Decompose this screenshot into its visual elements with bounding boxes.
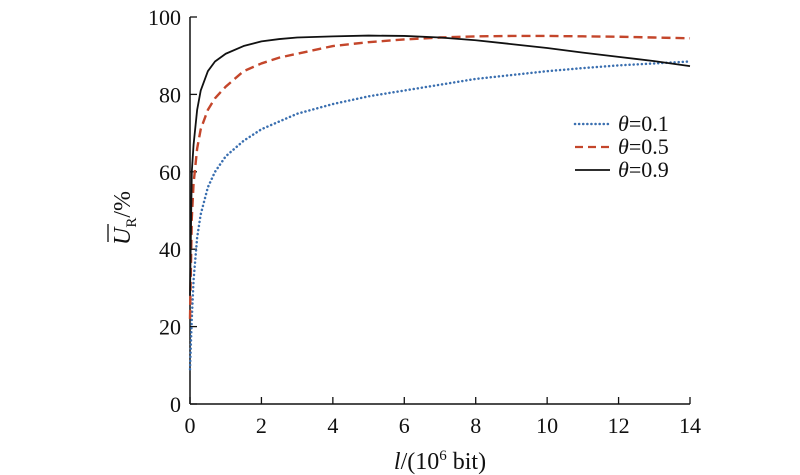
x-tick-label: 12 (608, 413, 630, 438)
y-tick-label: 20 (159, 315, 181, 340)
x-tick-label: 2 (256, 413, 267, 438)
y-tick-label: 0 (170, 392, 181, 417)
y-tick-label: 100 (148, 5, 181, 30)
legend-item-theta-0.1: θ=0.1 (573, 111, 669, 136)
legend: θ=0.1 θ=0.5 θ=0.9 (573, 111, 669, 182)
x-tick-label: 8 (470, 413, 481, 438)
legend-label-theta-0.1: θ=0.1 (618, 111, 669, 136)
series-line-1 (188, 60, 692, 371)
y-axis: 0 20 40 60 80 100 (148, 5, 197, 417)
legend-item-theta-0.9: θ=0.9 (575, 157, 669, 182)
legend-item-theta-0.5: θ=0.5 (575, 134, 669, 159)
x-axis: 0 2 4 6 8 10 12 14 (185, 397, 701, 438)
x-tick-label: 0 (185, 413, 196, 438)
series-line-2 (188, 34, 691, 319)
y-tick-label: 60 (159, 160, 181, 185)
x-tick-label: 10 (536, 413, 558, 438)
y-tick-label: 40 (159, 237, 181, 262)
svg-text:UR/%: UR/% (110, 191, 140, 245)
x-tick-label: 4 (327, 413, 338, 438)
x-axis-title: l/(106 bit) (394, 448, 486, 475)
x-tick-label: 6 (399, 413, 410, 438)
legend-label-theta-0.5: θ=0.5 (618, 134, 669, 159)
y-axis-title: UR/% (107, 191, 140, 245)
series-line-3 (189, 34, 691, 296)
series-group (188, 34, 692, 371)
legend-label-theta-0.9: θ=0.9 (618, 157, 669, 182)
x-tick-label: 14 (679, 413, 701, 438)
y-tick-label: 80 (159, 82, 181, 107)
